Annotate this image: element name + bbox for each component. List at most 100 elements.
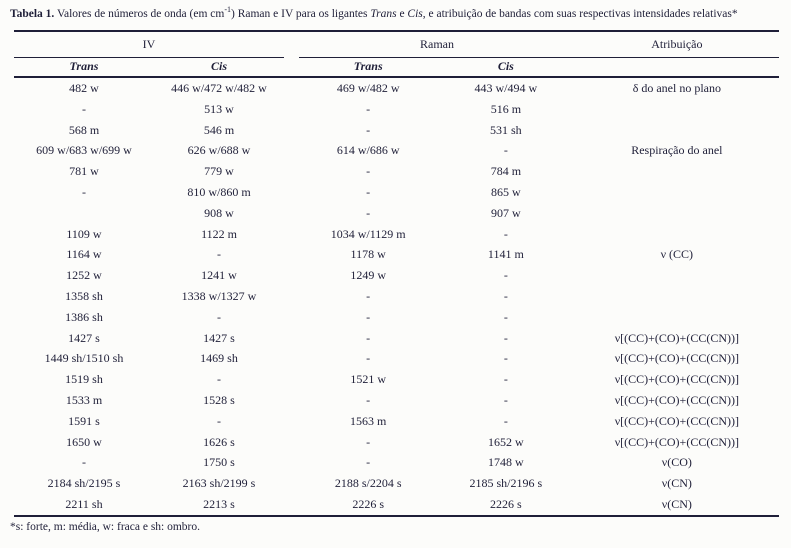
iv-cis-value: - [217, 413, 221, 428]
atribuicao-value: ν[(CC)+(CO)+(CC(CN))] [614, 413, 739, 428]
column-gap-spacer [284, 493, 300, 517]
raman-trans-value: - [366, 351, 371, 366]
raman-cis-value: 865 w [491, 184, 521, 199]
raman-group-header: Raman [299, 30, 575, 58]
raman-trans-header: Trans [299, 57, 438, 78]
raman-trans-value: 1034 w/1129 m [330, 226, 406, 241]
atribuicao-value [575, 182, 779, 203]
iv-cis-value: - [217, 372, 221, 387]
column-gap-spacer [284, 161, 299, 182]
column-gap-spacer [284, 390, 299, 411]
raman-cis-value: - [503, 226, 508, 241]
raman-trans-value: - [366, 164, 371, 179]
table-row: 1386 sh - - - [14, 307, 779, 328]
raman-cis-value: 531 sh [490, 122, 522, 137]
raman-trans-value: 1249 w [350, 268, 386, 283]
table-row: 1650 w 1626 s - 1652 w ν[(CC)+(CO)+(CC(CN))] [14, 432, 779, 453]
raman-cis-value: - [503, 143, 508, 158]
column-gap-spacer [284, 432, 299, 453]
atribuicao-value: ν[(CC)+(CO)+(CC(CN))] [614, 372, 739, 387]
atribuicao-value: ν[(CC)+(CO)+(CC(CN))] [614, 392, 739, 407]
iv-trans-value: 2211 sh [14, 493, 154, 517]
raman-trans-value: - [366, 392, 371, 407]
column-gap-spacer [284, 57, 300, 78]
column-gap-spacer [284, 307, 299, 328]
iv-trans-value: 1591 s [68, 413, 100, 428]
iv-cis-value: 2163 sh/2199 s [182, 476, 256, 491]
raman-cis-value: 2226 s [437, 493, 575, 517]
atribuicao-value: ν(CO) [661, 455, 692, 470]
iv-cis-value: 626 w/688 w [187, 143, 251, 158]
iv-trans-value: 1533 m [65, 392, 103, 407]
iv-cis-value: 1528 s [203, 392, 235, 407]
table-row: 1358 sh 1338 w/1327 w - - [14, 286, 779, 307]
cis-italic: Cis [407, 8, 423, 20]
atribuicao-value: ν(CN) [574, 493, 779, 517]
raman-trans-value: - [366, 101, 371, 116]
table-header: IV Raman Atribuição Trans Cis Trans Cis [14, 30, 779, 78]
table-row: 1252 w 1241 w 1249 w - [14, 265, 779, 286]
iv-trans-value: 1519 sh [65, 372, 103, 387]
raman-cis-value: - [503, 372, 508, 387]
raman-trans-value: 1563 m [350, 413, 387, 428]
iv-trans-value: 1449 sh/1510 sh [44, 351, 124, 366]
raman-cis-value: 443 w/494 w [474, 81, 538, 95]
raman-cis-value: 1748 w [488, 455, 524, 470]
raman-cis-value: 784 m [490, 164, 522, 179]
atribuicao-value [575, 203, 779, 224]
atribuicao-value: ν (CC) [660, 247, 694, 262]
iv-trans-value: 1109 w [66, 226, 102, 241]
atribuicao-value: Respiração do anel [631, 143, 723, 158]
table-row: - 810 w/860 m - 865 w [14, 182, 779, 203]
raman-cis-value: - [503, 309, 508, 324]
table-row: 781 w 779 w - 784 m [14, 161, 779, 182]
atribuicao-value: ν[(CC)+(CO)+(CC(CN))] [614, 330, 739, 345]
table-caption: Tabela 1. Valores de números de onda (em… [10, 5, 738, 20]
iv-cis-value: 908 w [204, 205, 234, 220]
table-row: - 1750 s - 1748 w ν(CO) [14, 452, 779, 473]
atribuicao-value [575, 99, 779, 120]
table-row: 1449 sh/1510 sh 1469 sh - - ν[(CC)+(CO)+(CC(… [14, 348, 779, 369]
iv-trans-value: 1650 w [66, 434, 102, 449]
table-row: 1519 sh - 1521 w - ν[(CC)+(CO)+(CC(CN))] [14, 369, 779, 390]
column-gap-spacer [284, 77, 299, 99]
column-gap-spacer [284, 286, 299, 307]
atribuicao-value: δ do anel no plano [632, 81, 721, 95]
raman-trans-value: - [366, 184, 371, 199]
raman-cis-value: - [503, 330, 508, 345]
raman-cis-value: 1141 m [487, 247, 524, 262]
table-row: - 513 w - 516 m [14, 99, 779, 120]
raman-trans-value: 2226 s [299, 493, 438, 517]
trans-italic: Trans [370, 8, 397, 20]
wavenumber-table: IV Raman Atribuição Trans Cis Trans Cis … [14, 30, 779, 517]
column-gap-spacer [284, 30, 300, 57]
table-row: 1533 m 1528 s - - ν[(CC)+(CO)+(CC(CN))] [14, 390, 779, 411]
table-row: 482 w 446 w/472 w/482 w 469 w/482 w 443 w/4… [14, 77, 779, 99]
atribuicao-value [575, 307, 779, 328]
atribuicao-value [575, 120, 779, 141]
iv-cis-value: 513 w [204, 101, 234, 116]
raman-trans-value: 469 w/482 w [336, 81, 400, 95]
atribuicao-value [575, 265, 779, 286]
column-gap-spacer [284, 203, 299, 224]
raman-cis-value: - [503, 392, 508, 407]
iv-trans-value [14, 203, 154, 224]
raman-trans-value: - [366, 122, 371, 137]
column-gap-spacer [284, 224, 299, 245]
sub-header-row: Trans Cis Trans Cis [14, 57, 779, 78]
column-gap-spacer [284, 244, 299, 265]
column-gap-spacer [284, 140, 299, 161]
iv-cis-value: 1626 s [203, 434, 235, 449]
raman-trans-value: - [366, 309, 371, 324]
column-gap-spacer [284, 348, 299, 369]
table-row: 1591 s - 1563 m - ν[(CC)+(CO)+(CC(CN))] [14, 411, 779, 432]
iv-cis-value: 546 m [203, 122, 235, 137]
raman-cis-value: 907 w [491, 205, 521, 220]
atribuicao-value: ν[(CC)+(CO)+(CC(CN))] [614, 351, 739, 366]
column-gap-spacer [284, 328, 299, 349]
table-row: 2184 sh/2195 s 2163 sh/2199 s 2188 s/2204 … [14, 473, 779, 494]
iv-trans-value: 609 w/683 w/699 w [36, 143, 132, 158]
iv-trans-value: 781 w [69, 164, 99, 179]
iv-trans-value: - [81, 455, 86, 470]
